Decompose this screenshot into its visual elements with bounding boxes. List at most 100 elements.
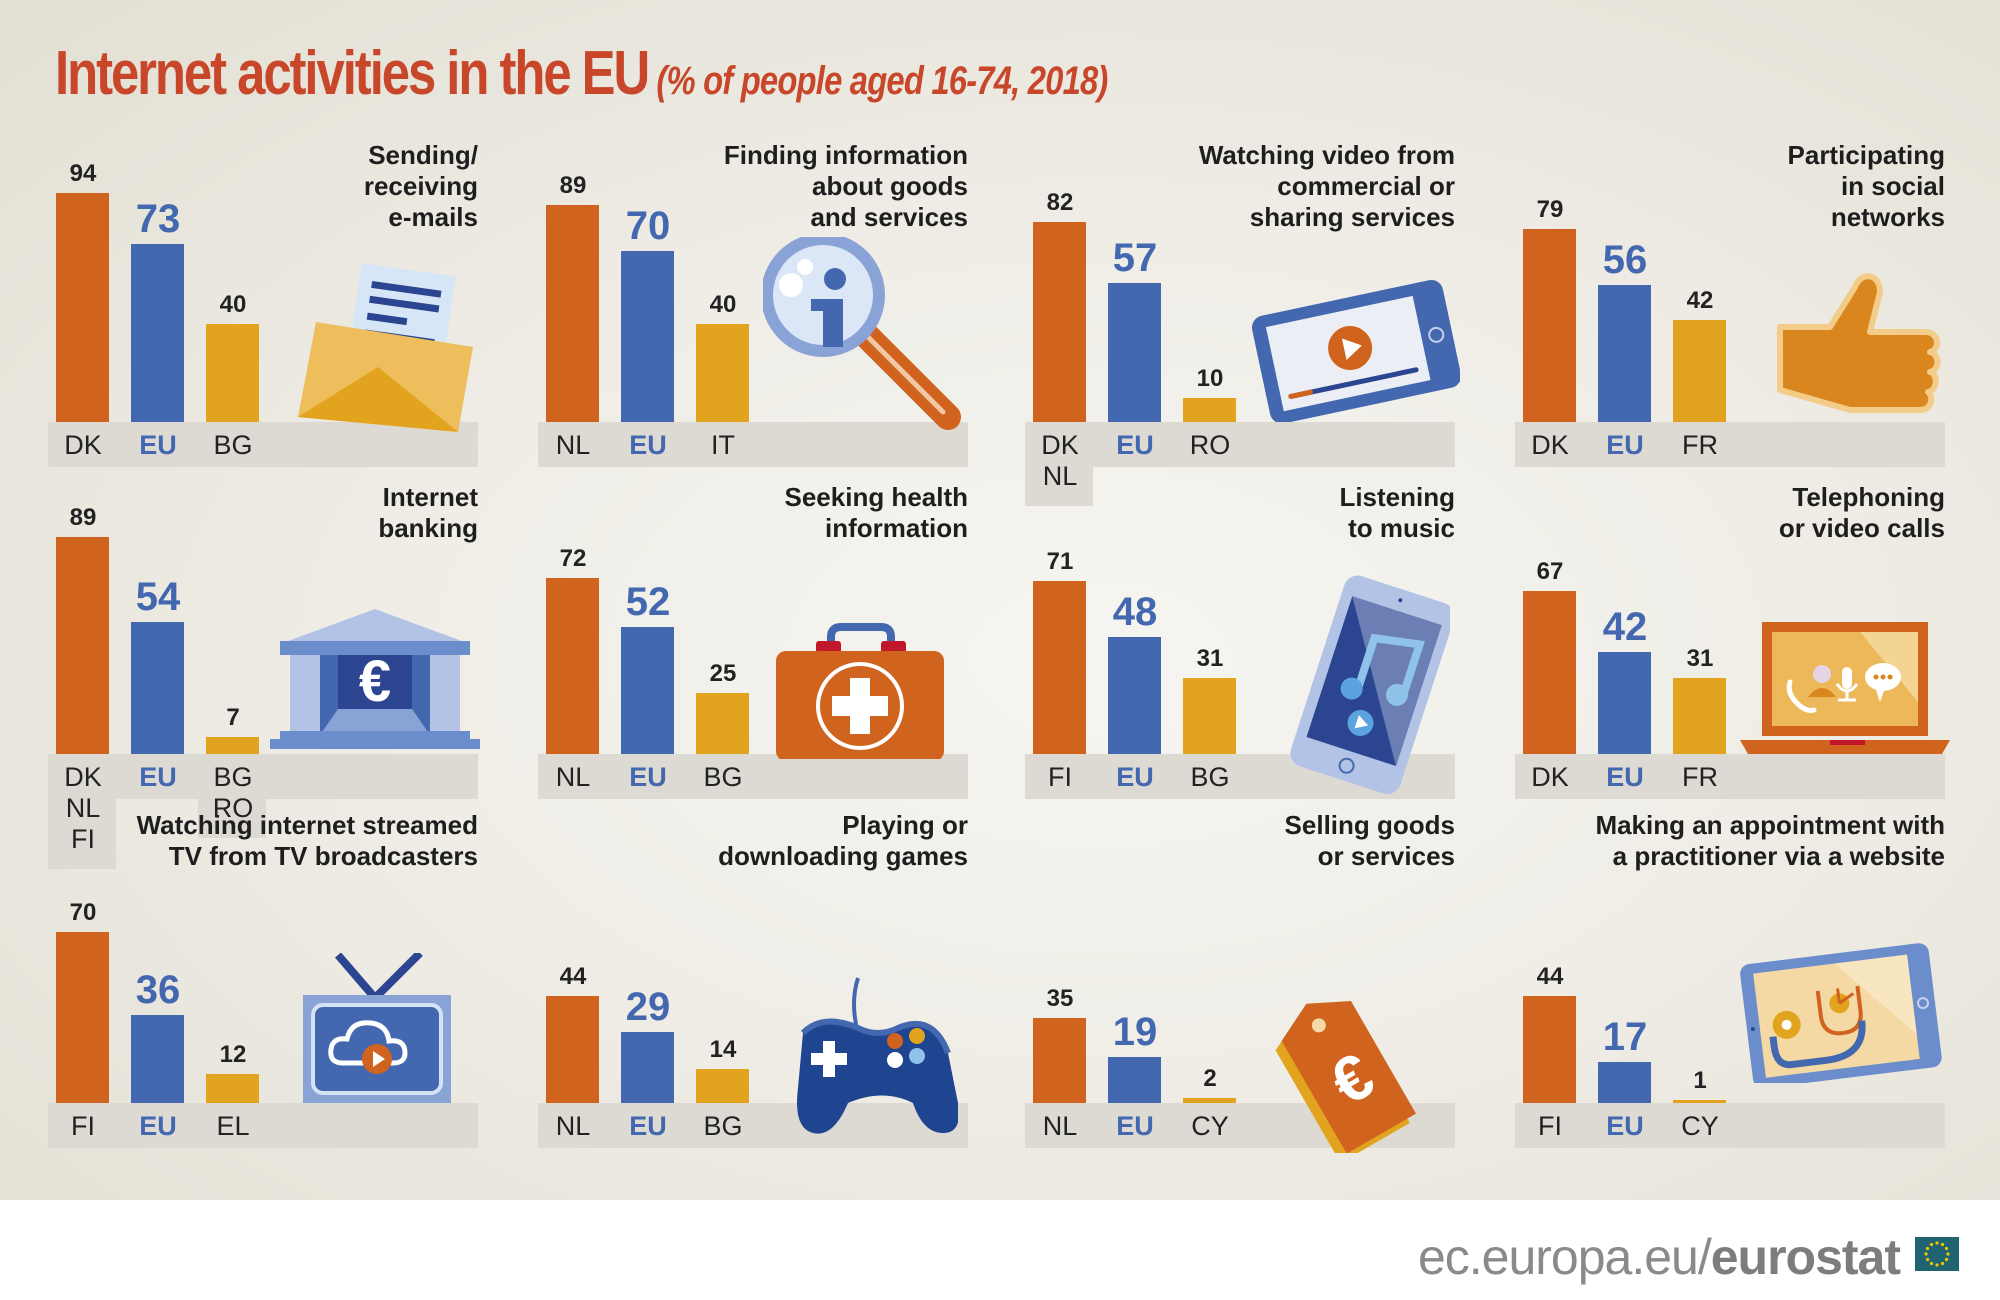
bar-eu xyxy=(131,622,184,754)
phone-music-icon xyxy=(1290,574,1455,799)
bar-eu xyxy=(621,627,674,754)
data-label: 70 xyxy=(625,204,671,249)
axis-strip xyxy=(48,422,478,467)
data-label: 10 xyxy=(1196,364,1224,392)
chart-title: Watching video from commercial or sharin… xyxy=(1198,140,1455,232)
category-label: EU xyxy=(1116,1111,1154,1141)
bar-highest xyxy=(1523,590,1576,754)
magnifier-info-icon xyxy=(761,233,963,442)
bar-eu xyxy=(1108,282,1161,422)
category-label: DK NL FI xyxy=(64,762,102,854)
category-label: EU xyxy=(139,762,177,792)
bar-lowest xyxy=(696,324,749,422)
bar-eu xyxy=(1108,636,1161,754)
axis-strip xyxy=(538,422,968,467)
category-label: RO xyxy=(1189,430,1231,460)
chart-title: Internet banking xyxy=(378,482,478,543)
category-label: CY xyxy=(1681,1111,1719,1141)
category-label: EU xyxy=(1606,430,1644,460)
gamepad-icon xyxy=(783,973,959,1143)
bar-lowest xyxy=(1183,678,1236,754)
category-label: BG xyxy=(703,762,743,792)
data-label: 31 xyxy=(1196,645,1224,673)
data-label: 2 xyxy=(1203,1065,1217,1093)
category-label: EL xyxy=(216,1111,250,1141)
category-label: DK xyxy=(1531,430,1569,460)
data-label: 94 xyxy=(69,159,97,187)
chart-panel: Participating in social networks 79 DK 56 E… xyxy=(1515,132,1947,472)
axis-strip xyxy=(48,754,478,799)
chart-panel: Internet banking € 89 DK NL FI 54 EU 7 BG RO xyxy=(48,464,480,869)
category-label: EU xyxy=(1606,762,1644,792)
category-label: DK xyxy=(64,430,102,460)
axis-strip xyxy=(1025,422,1455,467)
chart-panel: Playing or downloading games 44 NL 29 EU 14 B… xyxy=(538,810,970,1153)
laptop-call-icon xyxy=(1740,622,1950,762)
data-label: 52 xyxy=(625,580,671,625)
category-label: EU xyxy=(629,1111,667,1141)
axis-strip xyxy=(1515,1103,1945,1148)
category-label: EU xyxy=(1606,1111,1644,1141)
chart-title: Participating in social networks xyxy=(1787,140,1945,232)
eu-flag-icon xyxy=(1915,1237,1959,1271)
category-label: EU xyxy=(1116,430,1154,460)
data-label: 7 xyxy=(226,703,240,731)
bar-eu xyxy=(131,1015,184,1103)
bar-lowest xyxy=(1673,678,1726,754)
bar-highest xyxy=(546,578,599,754)
category-label: DK NL xyxy=(1041,430,1079,491)
category-label: EU xyxy=(629,762,667,792)
category-label: NL xyxy=(1042,1111,1078,1141)
category-label: NL xyxy=(555,762,591,792)
category-label: NL xyxy=(555,1111,591,1141)
axis-strip xyxy=(538,754,968,799)
bar-highest xyxy=(56,536,109,754)
chart-panel: Sending/ receiving e-mails 94 DK 73 EU 40 BG xyxy=(48,132,480,472)
footer-brand: eurostat xyxy=(1710,1229,1901,1285)
chart-title: Seeking health information xyxy=(784,482,969,543)
bar-highest xyxy=(546,204,599,422)
data-label: 71 xyxy=(1046,547,1074,575)
category-label: IT xyxy=(711,430,735,460)
category-label: DK xyxy=(1531,762,1569,792)
axis-strip xyxy=(538,1103,968,1148)
data-label: 40 xyxy=(709,291,737,319)
footer-domain: ec.europa.eu/ xyxy=(1417,1229,1712,1285)
footer-url[interactable]: ec.europa.eu/eurostat xyxy=(1417,1228,1901,1286)
chart-title: Watching internet streamed TV from TV br… xyxy=(136,810,478,871)
data-label: 42 xyxy=(1602,604,1648,649)
bar-lowest xyxy=(696,693,749,754)
bar-highest xyxy=(56,932,109,1103)
data-label: 19 xyxy=(1112,1009,1158,1054)
bank-euro-icon: € xyxy=(270,609,480,759)
category-label: EU xyxy=(1116,762,1154,792)
data-label: 57 xyxy=(1112,235,1158,280)
price-tag-euro-icon: € xyxy=(1275,983,1435,1163)
category-label: CY xyxy=(1191,1111,1229,1141)
bar-lowest xyxy=(206,324,259,422)
data-label: 72 xyxy=(559,545,587,573)
chart-panel: Watching video from commercial or sharin… xyxy=(1025,132,1462,506)
tv-cloud-icon xyxy=(303,950,453,1108)
category-label: EU xyxy=(139,430,177,460)
category-label: FI xyxy=(1048,762,1072,792)
category-label: BG xyxy=(213,430,253,460)
title-main: Internet activities in the EU xyxy=(55,39,650,108)
axis-strip xyxy=(1515,422,1945,467)
data-label: 36 xyxy=(135,968,181,1013)
bar-highest xyxy=(56,192,109,422)
chart-title: Listening to music xyxy=(1339,482,1455,543)
data-label: 70 xyxy=(69,899,97,927)
category-label: EU xyxy=(629,430,667,460)
chart-panel: Seeking health information 72 NL 52 EU 25 BG xyxy=(538,464,970,804)
bar-highest xyxy=(1523,229,1576,422)
data-label: 89 xyxy=(69,503,97,531)
data-label: 42 xyxy=(1686,286,1714,314)
data-label: 17 xyxy=(1602,1014,1648,1059)
chart-panel: Listening to music 71 FI 48 EU 31 BG xyxy=(1025,464,1457,804)
data-label: 89 xyxy=(559,171,587,199)
axis-strip-extension xyxy=(1025,467,1093,506)
page-title: Internet activities in the EU (% of peopl… xyxy=(55,38,1108,109)
category-label: FR xyxy=(1682,430,1718,460)
bar-highest xyxy=(546,995,599,1103)
